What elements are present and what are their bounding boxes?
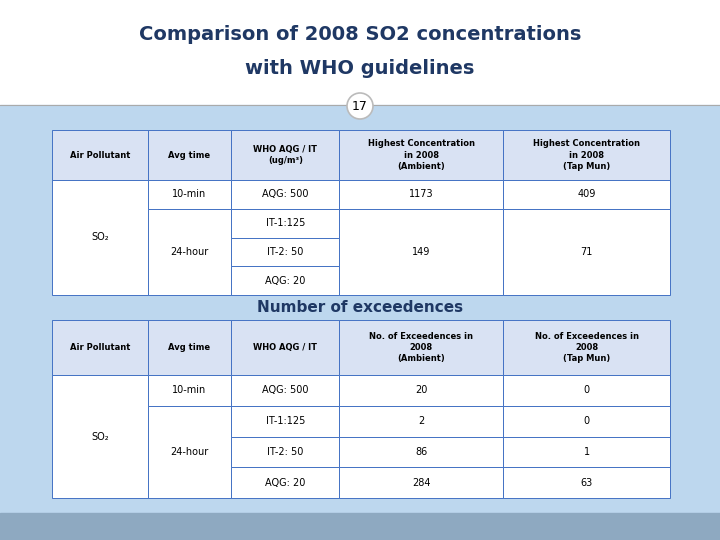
Text: 17: 17 [352,99,368,112]
Bar [148,320,231,375]
Text: Avg time: Avg time [168,151,210,159]
Bar [231,209,339,238]
Bar [231,467,339,498]
Bar [231,375,339,406]
Circle shape [347,93,373,119]
Bar [339,209,503,295]
Bar [231,436,339,467]
Text: 2: 2 [418,416,424,426]
Text: IT-2: 50: IT-2: 50 [267,447,304,457]
Bar [339,375,503,406]
Bar [52,375,148,498]
Text: No. of Exceedences in
2008
(Ambient): No. of Exceedences in 2008 (Ambient) [369,332,473,363]
Bar [503,209,670,295]
Bar [52,320,148,375]
Text: Highest Concentration
in 2008
(Tap Mun): Highest Concentration in 2008 (Tap Mun) [533,139,640,171]
Bar [339,130,503,180]
Bar [231,238,339,266]
Text: AQG: 500: AQG: 500 [262,386,309,395]
Text: 71: 71 [580,247,593,257]
Text: Comparison of 2008 SO2 concentrations: Comparison of 2008 SO2 concentrations [139,25,581,44]
Bar [503,320,670,375]
Text: AQG: 500: AQG: 500 [262,190,309,199]
Bar [148,130,231,180]
Text: AQG: 20: AQG: 20 [265,275,305,286]
Bar [148,406,231,498]
Text: 24-hour: 24-hour [171,247,209,257]
Bar [503,467,670,498]
Bar [339,467,503,498]
Bar [503,436,670,467]
Bar [148,375,231,406]
Bar [339,436,503,467]
Text: Highest Concentration
in 2008
(Ambient): Highest Concentration in 2008 (Ambient) [368,139,474,171]
Bar [339,406,503,436]
Bar [339,180,503,209]
Text: Number of exceedences: Number of exceedences [257,300,463,314]
Bar [503,180,670,209]
Text: IT-2: 50: IT-2: 50 [267,247,304,257]
Bar [503,406,670,436]
Bar [148,209,231,295]
Text: 86: 86 [415,447,428,457]
Bar [0,105,720,513]
Text: SO₂: SO₂ [91,431,109,442]
Text: 149: 149 [412,247,431,257]
Text: 1: 1 [583,447,590,457]
Text: 20: 20 [415,386,428,395]
Bar [231,266,339,295]
Text: WHO AQG / IT: WHO AQG / IT [253,343,318,352]
Bar [339,320,503,375]
Text: AQG: 20: AQG: 20 [265,477,305,488]
Bar [52,130,148,180]
Text: 409: 409 [577,190,595,199]
Text: WHO AQG / IT
(ug/m³): WHO AQG / IT (ug/m³) [253,145,318,165]
Text: Avg time: Avg time [168,343,210,352]
Text: 10-min: 10-min [172,386,207,395]
Bar [231,130,339,180]
Text: No. of Exceedences in
2008
(Tap Mun): No. of Exceedences in 2008 (Tap Mun) [534,332,639,363]
Bar [148,180,231,209]
Bar [231,406,339,436]
Bar [503,130,670,180]
Bar [52,180,148,295]
Text: Air Pollutant: Air Pollutant [70,343,130,352]
Bar [0,0,720,105]
Text: 0: 0 [583,416,590,426]
Text: Air Pollutant: Air Pollutant [70,151,130,159]
Text: with WHO guidelines: with WHO guidelines [246,58,474,78]
Text: IT-1:125: IT-1:125 [266,416,305,426]
Bar [503,375,670,406]
Text: 10-min: 10-min [172,190,207,199]
Text: SO₂: SO₂ [91,233,109,242]
Text: 24-hour: 24-hour [171,447,209,457]
Bar [0,513,720,540]
Text: 63: 63 [580,477,593,488]
Text: 284: 284 [412,477,431,488]
Text: 0: 0 [583,386,590,395]
Text: IT-1:125: IT-1:125 [266,218,305,228]
Text: 1173: 1173 [409,190,433,199]
Bar [231,180,339,209]
Bar [231,320,339,375]
